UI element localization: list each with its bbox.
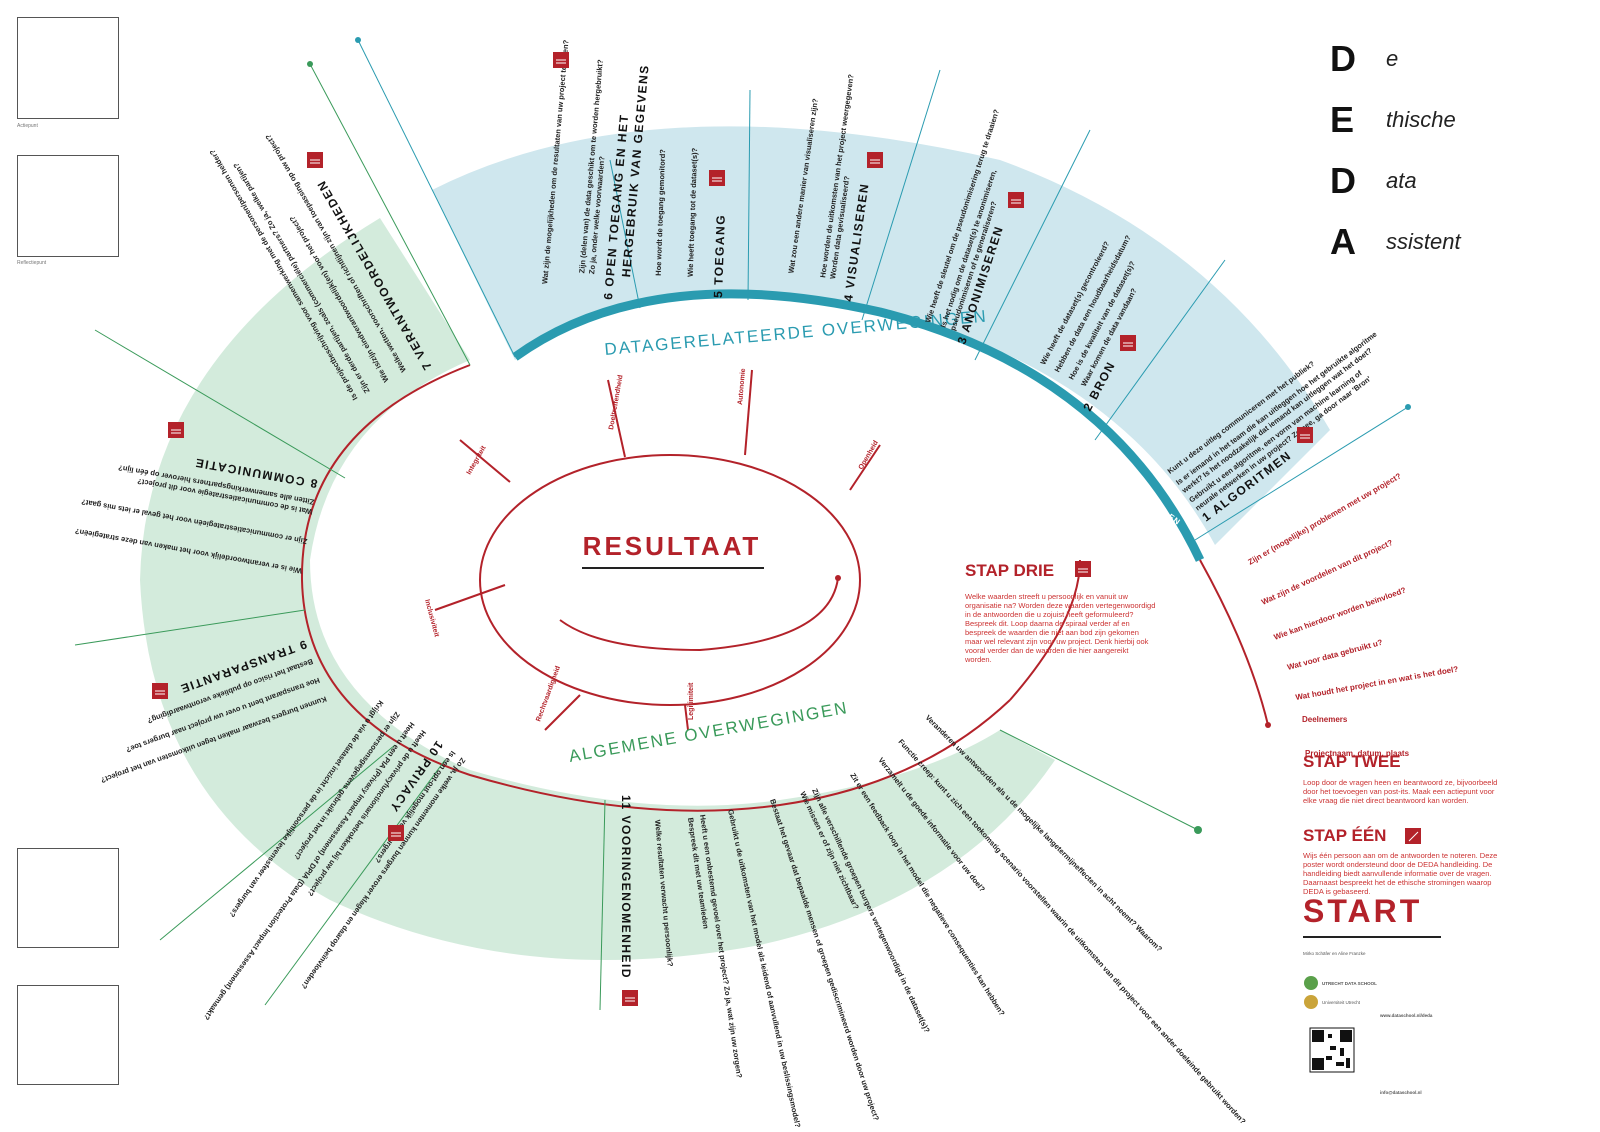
uds-logo: [1304, 976, 1318, 990]
phase-opslag: OPSLAG: [655, 312, 695, 323]
theme-5-q2: Hoe wordt de toegang gemonitord?: [654, 149, 667, 276]
theme-11-title: 11 VOORINGENOMENHEID: [619, 795, 633, 979]
deda-word: ssistent: [1386, 228, 1461, 254]
reflectiepunt-label: Reflectiepunt: [17, 260, 47, 266]
value-doeltreffendheid: Doeltreffendheid: [608, 374, 625, 430]
green-dividers: [74, 63, 1199, 1011]
start-q5: Wat houdt het project in en wat is het d…: [1295, 664, 1459, 702]
step-drie-title: STAP DRIE: [965, 561, 1055, 580]
center-title: RESULTAAT: [583, 531, 762, 561]
deda-letter: D: [1330, 37, 1356, 79]
section-label-general: ALGEMENE OVERWEGINGEN: [567, 698, 850, 766]
value-autonomie: Autonomie: [737, 368, 747, 405]
deda-word: ata: [1386, 167, 1417, 193]
outer-red-ring: [300, 364, 1011, 812]
step-een-title: STAP ÉÉN: [1303, 826, 1387, 845]
footer-url: www.dataschool.nl/deda: [1380, 1013, 1433, 1018]
pencil-icon: [1405, 828, 1421, 844]
qr-code-icon: [1309, 1027, 1355, 1073]
spiral-end: [1265, 722, 1271, 728]
note-box-4[interactable]: [17, 985, 119, 1085]
spiral-tail: [1199, 559, 1269, 726]
value-inclusiviteit: Inclusiviteit: [423, 599, 440, 639]
theme-5-title: 5 TOEGANG: [711, 214, 728, 298]
step-een-text: Wijs één persoon aan om de antwoorden te…: [1303, 851, 1498, 896]
note-box-3[interactable]: [17, 848, 119, 948]
blue-dot-right: [1405, 404, 1411, 410]
blue-dot-top: [355, 37, 361, 43]
inner-ellipse: [479, 454, 861, 706]
value-legitimiteit: Legitimiteit: [688, 682, 695, 720]
actiepunt-box[interactable]: [17, 17, 119, 119]
blue-dividers: [357, 39, 1409, 541]
footer-authors: Mirko Schäfer en Aline Franzke: [1303, 951, 1366, 956]
deda-word: e: [1386, 45, 1399, 71]
actiepunt-label: Actiepunt: [17, 123, 38, 129]
start-underline: [1303, 936, 1441, 938]
deda-word: thische: [1386, 106, 1456, 132]
green-dot-right: [1194, 826, 1202, 834]
inner-spiral-dot: [835, 575, 841, 581]
theme-5-toegang: 5 TOEGANG Wie heeft toegang tot de datas…: [654, 147, 728, 298]
step-start-title: START: [1303, 893, 1423, 929]
start-q3: Wie kan hierdoor worden beïnvloed?: [1273, 586, 1408, 642]
step-twee-title: STAP TWEE: [1303, 752, 1401, 771]
theme-11-vooringenomenheid: 11 VOORINGENOMENHEID: [619, 795, 633, 979]
step-drie-text: Welke waarden streeft u persoonlijk en v…: [965, 592, 1156, 664]
deda-letter: E: [1330, 98, 1355, 140]
reflectiepunt-box[interactable]: [17, 155, 119, 257]
value-openheid: Openheid: [858, 440, 880, 471]
value-spokes: [434, 369, 881, 731]
data-band: [432, 126, 1330, 545]
uu-logo: [1304, 995, 1318, 1009]
start-questions: Zijn er (mogelijke) problemen met uw pro…: [1247, 471, 1459, 758]
start-q6: Deelnemers: [1302, 715, 1348, 724]
data-phase-arc: [512, 289, 1205, 562]
step-twee-text: Loop door de vragen heen en beantwoord z…: [1303, 778, 1498, 805]
general-band: [140, 218, 1055, 960]
footer-school: UTRECHT DATA SCHOOL: [1322, 981, 1377, 986]
footer-university: Universiteit Utrecht: [1322, 1000, 1361, 1005]
footer-email: info@dataschool.nl: [1380, 1090, 1422, 1095]
start-q4: Wat voor data gebruikt u?: [1286, 638, 1383, 672]
value-rechtvaardigheid: Rechtvaardigheid: [535, 665, 562, 723]
deda-letter: D: [1330, 159, 1356, 201]
green-dot-top: [307, 61, 313, 67]
deda-letter: A: [1330, 220, 1356, 262]
phase-gebruik: GEBRUIK: [897, 348, 942, 368]
inner-spiral: [559, 577, 839, 652]
start-q7: Projectnaam, datum, plaats: [1305, 749, 1410, 758]
